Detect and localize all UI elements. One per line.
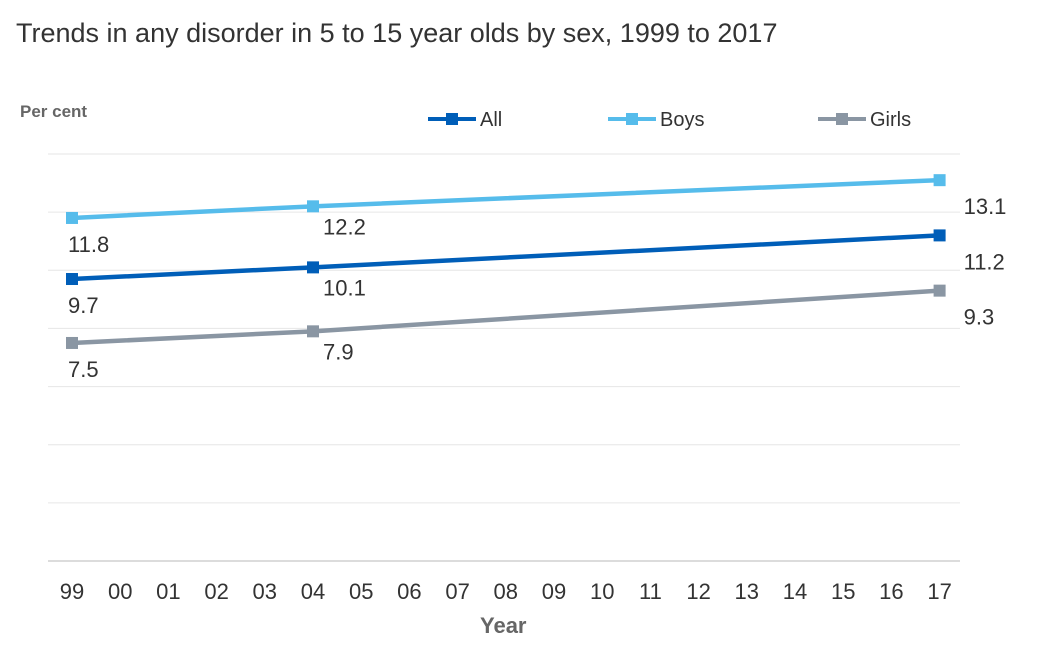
legend-swatch-marker — [836, 113, 848, 125]
x-axis-label: Year — [480, 613, 527, 638]
x-tick-label: 15 — [831, 579, 855, 604]
x-tick-label: 99 — [60, 579, 84, 604]
x-tick-label: 09 — [542, 579, 566, 604]
x-tick-label: 10 — [590, 579, 614, 604]
x-tick-label: 12 — [686, 579, 710, 604]
data-point — [933, 174, 946, 187]
x-tick-label: 05 — [349, 579, 373, 604]
x-tick-label: 03 — [253, 579, 277, 604]
x-tick-label: 01 — [156, 579, 180, 604]
data-label: 12.2 — [323, 214, 366, 239]
x-tick-label: 07 — [445, 579, 469, 604]
x-tick-label: 14 — [783, 579, 807, 604]
data-label: 10.1 — [323, 275, 366, 300]
x-tick-label: 08 — [494, 579, 518, 604]
x-tick-label: 11 — [639, 579, 662, 604]
data-label: 13.1 — [964, 194, 1007, 219]
x-tick-label: 17 — [927, 579, 951, 604]
x-tick-label: 02 — [204, 579, 228, 604]
legend-swatch-marker — [626, 113, 638, 125]
data-label: 9.7 — [68, 293, 99, 318]
legend-label: All — [480, 109, 502, 131]
x-tick-label: 04 — [301, 579, 325, 604]
legend-swatch-marker — [446, 113, 458, 125]
chart-title: Trends in any disorder in 5 to 15 year o… — [16, 18, 778, 48]
data-point — [933, 284, 946, 297]
x-tick-label: 06 — [397, 579, 421, 604]
data-point — [307, 325, 319, 338]
data-label: 7.9 — [323, 339, 354, 364]
series-line — [71, 233, 940, 282]
data-point — [307, 200, 319, 213]
y-axis-label: Per cent — [20, 102, 88, 121]
data-point — [307, 261, 319, 274]
data-label: 7.5 — [68, 357, 99, 382]
x-tick-label: 13 — [735, 579, 759, 604]
data-label: 9.3 — [964, 305, 995, 330]
legend-label: Boys — [660, 109, 704, 131]
x-tick-label: 00 — [108, 579, 132, 604]
data-point — [66, 211, 78, 224]
data-label: 11.8 — [68, 232, 109, 257]
series-line — [71, 288, 940, 346]
data-point — [66, 336, 78, 349]
data-point — [933, 229, 946, 242]
legend-label: Girls — [870, 109, 911, 131]
data-point — [66, 273, 78, 286]
x-tick-label: 16 — [879, 579, 903, 604]
data-label: 11.2 — [964, 249, 1005, 274]
